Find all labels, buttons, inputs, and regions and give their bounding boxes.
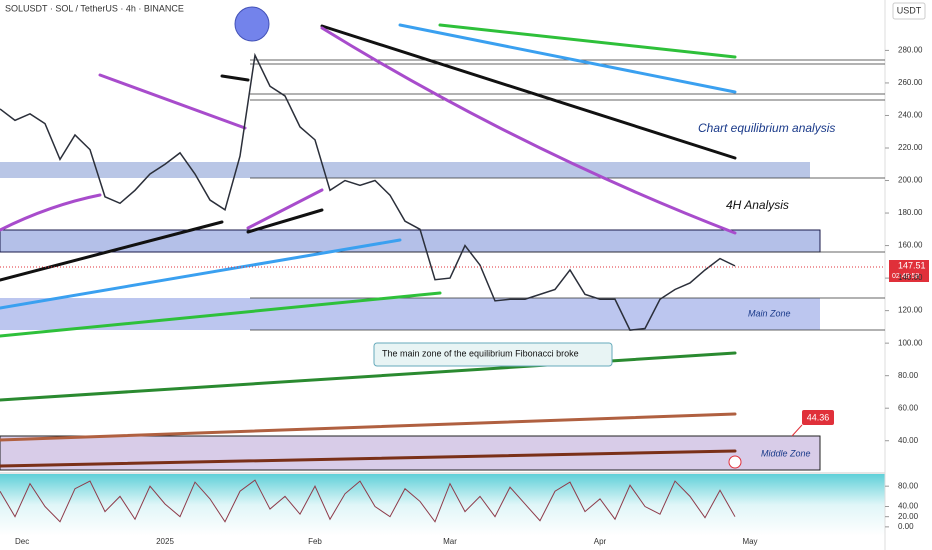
y-tick-label: 220.00 — [898, 143, 923, 152]
trendline — [246, 188, 324, 230]
annotation: Main Zone — [748, 308, 791, 318]
callout-box — [373, 342, 613, 367]
oscillator-panel — [0, 474, 885, 536]
trendline — [438, 23, 737, 59]
x-tick-label: 2025 — [156, 537, 174, 546]
x-tick-label: Feb — [308, 537, 322, 546]
y-tick-label: 160.00 — [898, 241, 923, 250]
trendline — [0, 193, 102, 232]
annotation: Middle Zone — [761, 448, 811, 458]
levels — [250, 59, 885, 331]
trendline — [0, 291, 442, 338]
y-tick-label: 280.00 — [898, 46, 923, 55]
trendline — [0, 238, 402, 310]
y2-tick-label: 40.00 — [898, 502, 919, 511]
trendline — [220, 74, 250, 82]
header: SOLUSDT · SOL / TetherUS · 4h · BINANCE — [5, 3, 184, 13]
y-tick-label: 120.00 — [898, 306, 923, 315]
zone — [0, 162, 810, 178]
trendline — [320, 24, 737, 160]
currency-box — [892, 2, 926, 20]
marker-pointer — [791, 424, 803, 437]
x-tick-label: Apr — [594, 537, 607, 546]
trendline — [246, 208, 324, 234]
marker: 44.36 — [807, 412, 830, 422]
y-tick-label: 240.00 — [898, 111, 923, 120]
trendline — [0, 449, 737, 468]
y-tick-label: 100.00 — [898, 338, 923, 347]
trendlines — [0, 23, 737, 468]
y-tick-label: 40.00 — [898, 436, 919, 445]
trendline — [398, 23, 737, 94]
y-tick-label: 140.00 — [898, 273, 923, 282]
countdown: 02:49:58 — [892, 273, 919, 280]
y-tick-label: 80.00 — [898, 371, 919, 380]
series-line — [0, 479, 736, 523]
price: 147.51 — [898, 260, 926, 270]
x-tick-label: Mar — [443, 537, 457, 546]
zone — [0, 298, 820, 330]
x-tick-label: Dec — [15, 537, 29, 546]
y-tick-label: 260.00 — [898, 78, 923, 87]
y2-tick-label: 0.00 — [898, 522, 914, 531]
price-tag — [889, 260, 929, 282]
annotation: 4H Analysis — [726, 198, 789, 212]
y2-tick-label: 80.00 — [898, 481, 919, 490]
currency: USDT — [897, 5, 922, 15]
trendline — [0, 220, 224, 282]
trendline — [98, 73, 247, 130]
series-line — [0, 52, 736, 331]
trendline — [0, 412, 737, 442]
highlight-circle — [234, 6, 270, 42]
y2-tick-label: 20.00 — [898, 512, 919, 521]
annotation: Chart equilibrium analysis — [698, 121, 835, 135]
y-tick-label: 200.00 — [898, 176, 923, 185]
callout: The main zone of the equilibrium Fibonac… — [382, 348, 579, 358]
alert-icon — [728, 455, 742, 469]
zones — [0, 162, 821, 471]
y-tick-label: 180.00 — [898, 208, 923, 217]
x-tick-label: May — [742, 537, 757, 546]
marker-box — [802, 410, 834, 425]
trendline — [320, 26, 737, 235]
y-tick-label: 60.00 — [898, 403, 919, 412]
